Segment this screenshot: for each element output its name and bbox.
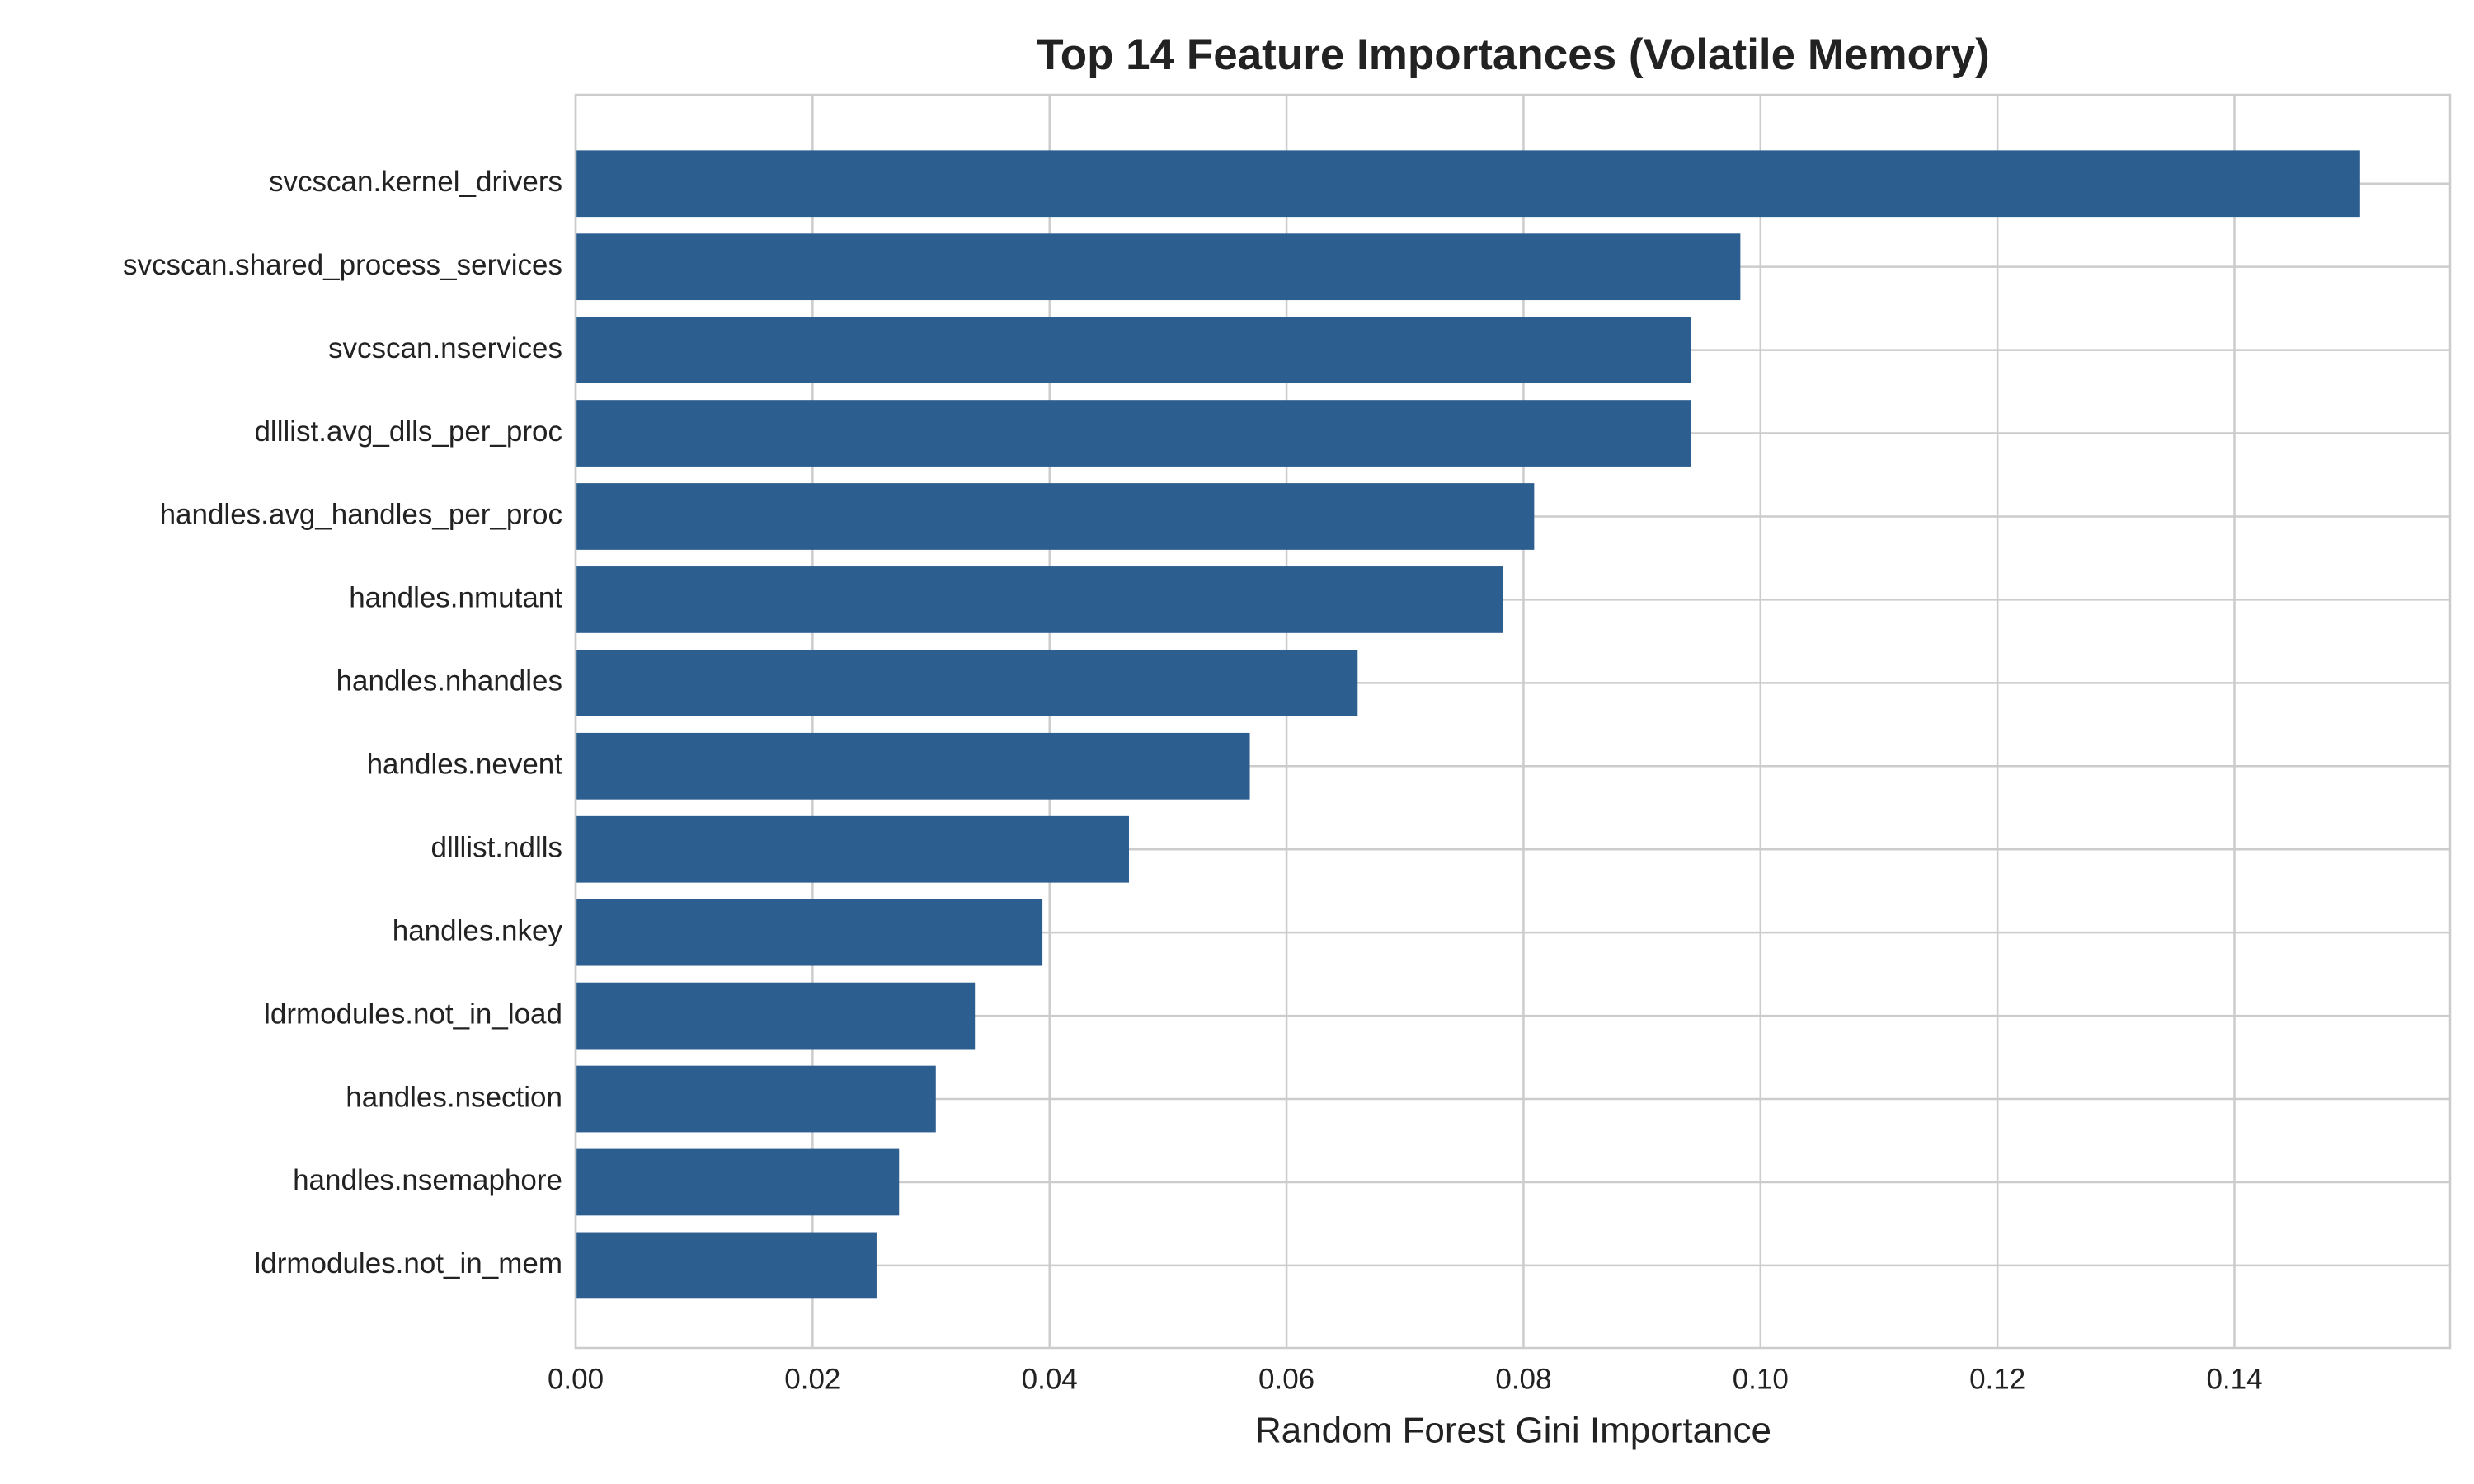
- y-tick-label: handles.nhandles: [336, 665, 562, 697]
- bar: [576, 815, 1129, 883]
- bar: [576, 400, 1691, 467]
- bar: [576, 233, 1741, 301]
- y-tick-label: handles.nevent: [367, 749, 563, 781]
- x-tick-label: 0.14: [2206, 1363, 2262, 1395]
- y-tick-label: handles.avg_handles_per_proc: [160, 499, 562, 531]
- y-tick-label: ldrmodules.not_in_load: [264, 998, 562, 1030]
- bar: [576, 1065, 936, 1133]
- y-tick-label: svcscan.shared_process_services: [123, 249, 562, 281]
- bar: [576, 1148, 900, 1216]
- x-tick-label: 0.06: [1258, 1363, 1315, 1395]
- y-tick-label: handles.nmutant: [349, 582, 562, 614]
- bar: [576, 566, 1504, 633]
- bar: [576, 150, 2360, 218]
- y-tick-label: ldrmodules.not_in_mem: [254, 1247, 562, 1280]
- x-tick-label: 0.04: [1022, 1363, 1078, 1395]
- x-axis-label: Random Forest Gini Importance: [1255, 1411, 1771, 1451]
- y-tick-label: svcscan.nservices: [328, 332, 562, 364]
- x-tick-label: 0.10: [1733, 1363, 1789, 1395]
- bar: [576, 649, 1358, 716]
- y-tick-label: dlllist.avg_dlls_per_proc: [254, 416, 562, 448]
- x-tick-label: 0.08: [1495, 1363, 1551, 1395]
- bar: [576, 899, 1043, 966]
- y-tick-label: handles.nsemaphore: [293, 1164, 562, 1196]
- x-tick-label: 0.12: [1969, 1363, 2025, 1395]
- bar: [576, 317, 1691, 383]
- plot-frame: [574, 93, 2452, 1350]
- bar: [576, 1232, 877, 1299]
- y-tick-label: handles.nsection: [346, 1081, 562, 1113]
- bar: [576, 483, 1535, 550]
- y-tick-label: handles.nkey: [393, 914, 563, 946]
- chart-title: Top 14 Feature Importances (Volatile Mem…: [1037, 31, 1989, 79]
- y-tick-label: dlllist.ndlls: [431, 831, 563, 863]
- bar: [576, 982, 976, 1050]
- x-tick-label: 0.00: [548, 1363, 604, 1395]
- x-tick-label: 0.02: [784, 1363, 840, 1395]
- y-tick-label: svcscan.kernel_drivers: [269, 166, 562, 198]
- bar: [576, 732, 1250, 800]
